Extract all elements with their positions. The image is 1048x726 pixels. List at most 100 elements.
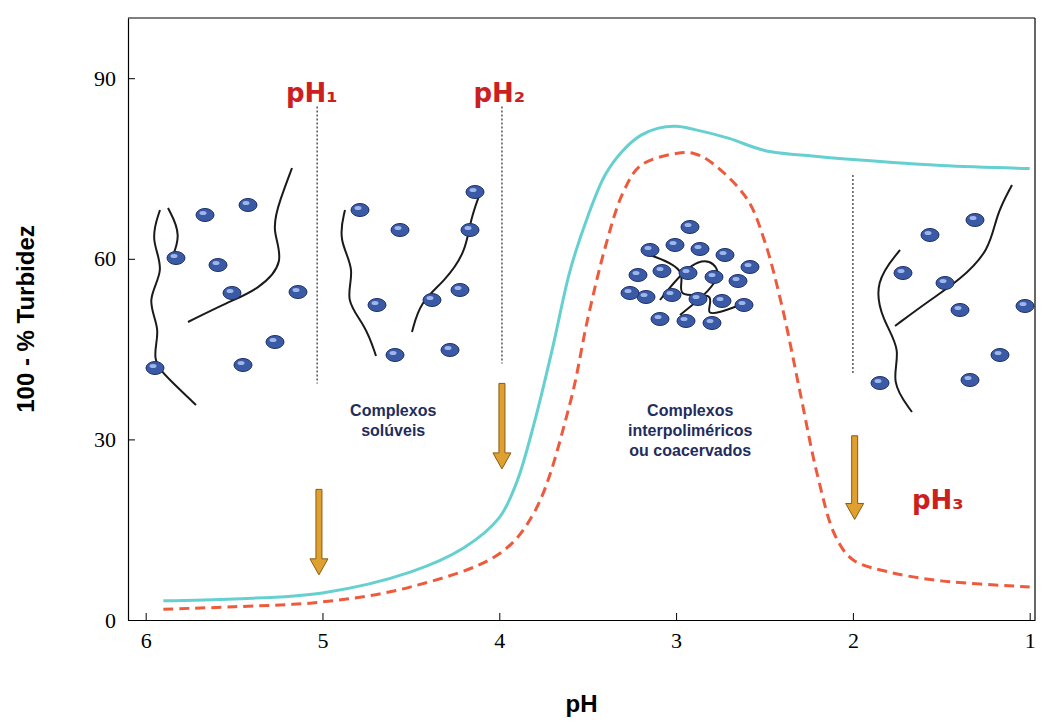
- particle: [691, 243, 709, 256]
- chart: 6543210306090pH100 - % TurbidezpH₁pH₂pH₃…: [0, 0, 1048, 726]
- region-label-line: solúveis: [361, 422, 425, 439]
- tick-mark: [128, 78, 135, 79]
- tick: 90: [94, 66, 135, 91]
- tick: 0: [105, 608, 135, 633]
- particle: [289, 286, 307, 299]
- particle: [741, 261, 759, 274]
- tick-mark: [676, 613, 677, 620]
- region-label-line: ou coacervados: [629, 442, 751, 459]
- particle: [629, 269, 647, 282]
- frame: [1034, 18, 1035, 620]
- region-label-line: Complexos: [647, 402, 733, 419]
- particle: [1016, 300, 1034, 313]
- particle-highlight: [171, 254, 178, 258]
- polymer-chain: [895, 185, 1012, 326]
- tick-label: 30: [94, 427, 116, 452]
- particle-highlight: [709, 273, 716, 277]
- tick-mark: [853, 613, 854, 620]
- x-axis: 6 5 4 3 2 1: [129, 613, 1036, 653]
- particle-highlight: [875, 379, 882, 383]
- particle: [466, 186, 484, 199]
- tick-mark: [128, 259, 135, 260]
- tick: 6: [141, 613, 152, 653]
- particle-highlight: [655, 315, 662, 319]
- series-line: [163, 153, 1029, 610]
- particle-highlight: [717, 297, 724, 301]
- particle-highlight: [970, 216, 977, 220]
- particle: [368, 299, 386, 312]
- region-label: Complexos interpoliméricos ou coacervados: [628, 402, 753, 459]
- particle: [239, 199, 257, 212]
- particle-highlight: [683, 269, 690, 273]
- particle-highlight: [200, 211, 207, 215]
- particle-highlight: [150, 364, 157, 368]
- particle-highlight: [641, 293, 648, 297]
- tick-label: 5: [317, 628, 328, 653]
- frame: [128, 17, 1035, 18]
- arrow: [493, 383, 511, 468]
- tick-label: 60: [94, 246, 116, 271]
- particle-highlight: [733, 277, 740, 281]
- particle: [223, 287, 241, 300]
- tick-label: 3: [671, 628, 682, 653]
- particle-highlight: [685, 223, 692, 227]
- particle: [681, 221, 699, 234]
- particle: [196, 209, 214, 222]
- tick-mark: [1030, 613, 1031, 620]
- reference-line: [316, 106, 318, 383]
- particle: [951, 304, 969, 317]
- particle: [167, 252, 185, 265]
- tick: 5: [317, 613, 328, 653]
- particle: [423, 294, 441, 307]
- particle-highlight: [455, 286, 462, 290]
- tick-mark: [128, 620, 135, 621]
- particle-highlight: [681, 317, 688, 321]
- particle-highlight: [238, 361, 245, 365]
- particle-highlight: [470, 188, 477, 192]
- particle: [705, 271, 723, 284]
- arrow-shape: [493, 383, 511, 468]
- tick-label: 6: [141, 628, 152, 653]
- particle-highlight: [667, 291, 674, 295]
- axis-line: [129, 620, 1036, 621]
- particle-highlight: [955, 306, 962, 310]
- tick-label: 1: [1025, 628, 1036, 653]
- particle-highlight: [645, 246, 652, 250]
- particle: [991, 349, 1009, 362]
- particle: [679, 267, 697, 280]
- x-axis-title: pH: [566, 690, 598, 717]
- particle-highlight: [390, 351, 397, 355]
- particle-highlight: [633, 271, 640, 275]
- particle: [663, 289, 681, 302]
- particle: [966, 214, 984, 227]
- particle: [703, 317, 721, 330]
- particle-highlight: [670, 241, 677, 245]
- tick: 2: [848, 613, 859, 653]
- particle-highlight: [445, 346, 452, 350]
- particle: [391, 224, 409, 237]
- particle-highlight: [1020, 302, 1027, 306]
- particle: [921, 229, 939, 242]
- particle-highlight: [965, 376, 972, 380]
- particle-highlight: [625, 289, 632, 293]
- tick: 3: [671, 613, 682, 653]
- particle: [266, 336, 284, 349]
- tick-mark: [128, 439, 135, 440]
- polymer-chain: [151, 210, 196, 405]
- particle-highlight: [695, 245, 702, 249]
- particle-highlight: [707, 319, 714, 323]
- tick-label: 4: [494, 628, 505, 653]
- series-line: [163, 126, 1029, 600]
- particle: [209, 259, 227, 272]
- arrow: [846, 436, 864, 520]
- particle-highlight: [355, 206, 362, 210]
- particle: [351, 204, 369, 217]
- tick-mark: [146, 613, 147, 620]
- ph-label: pH₁: [286, 78, 338, 108]
- tick: 30: [94, 427, 135, 452]
- particle: [716, 249, 734, 262]
- tick-mark: [499, 613, 500, 620]
- region-label-line: interpoliméricos: [628, 422, 753, 439]
- arrow-shape: [846, 436, 864, 520]
- reference-line: [501, 106, 503, 363]
